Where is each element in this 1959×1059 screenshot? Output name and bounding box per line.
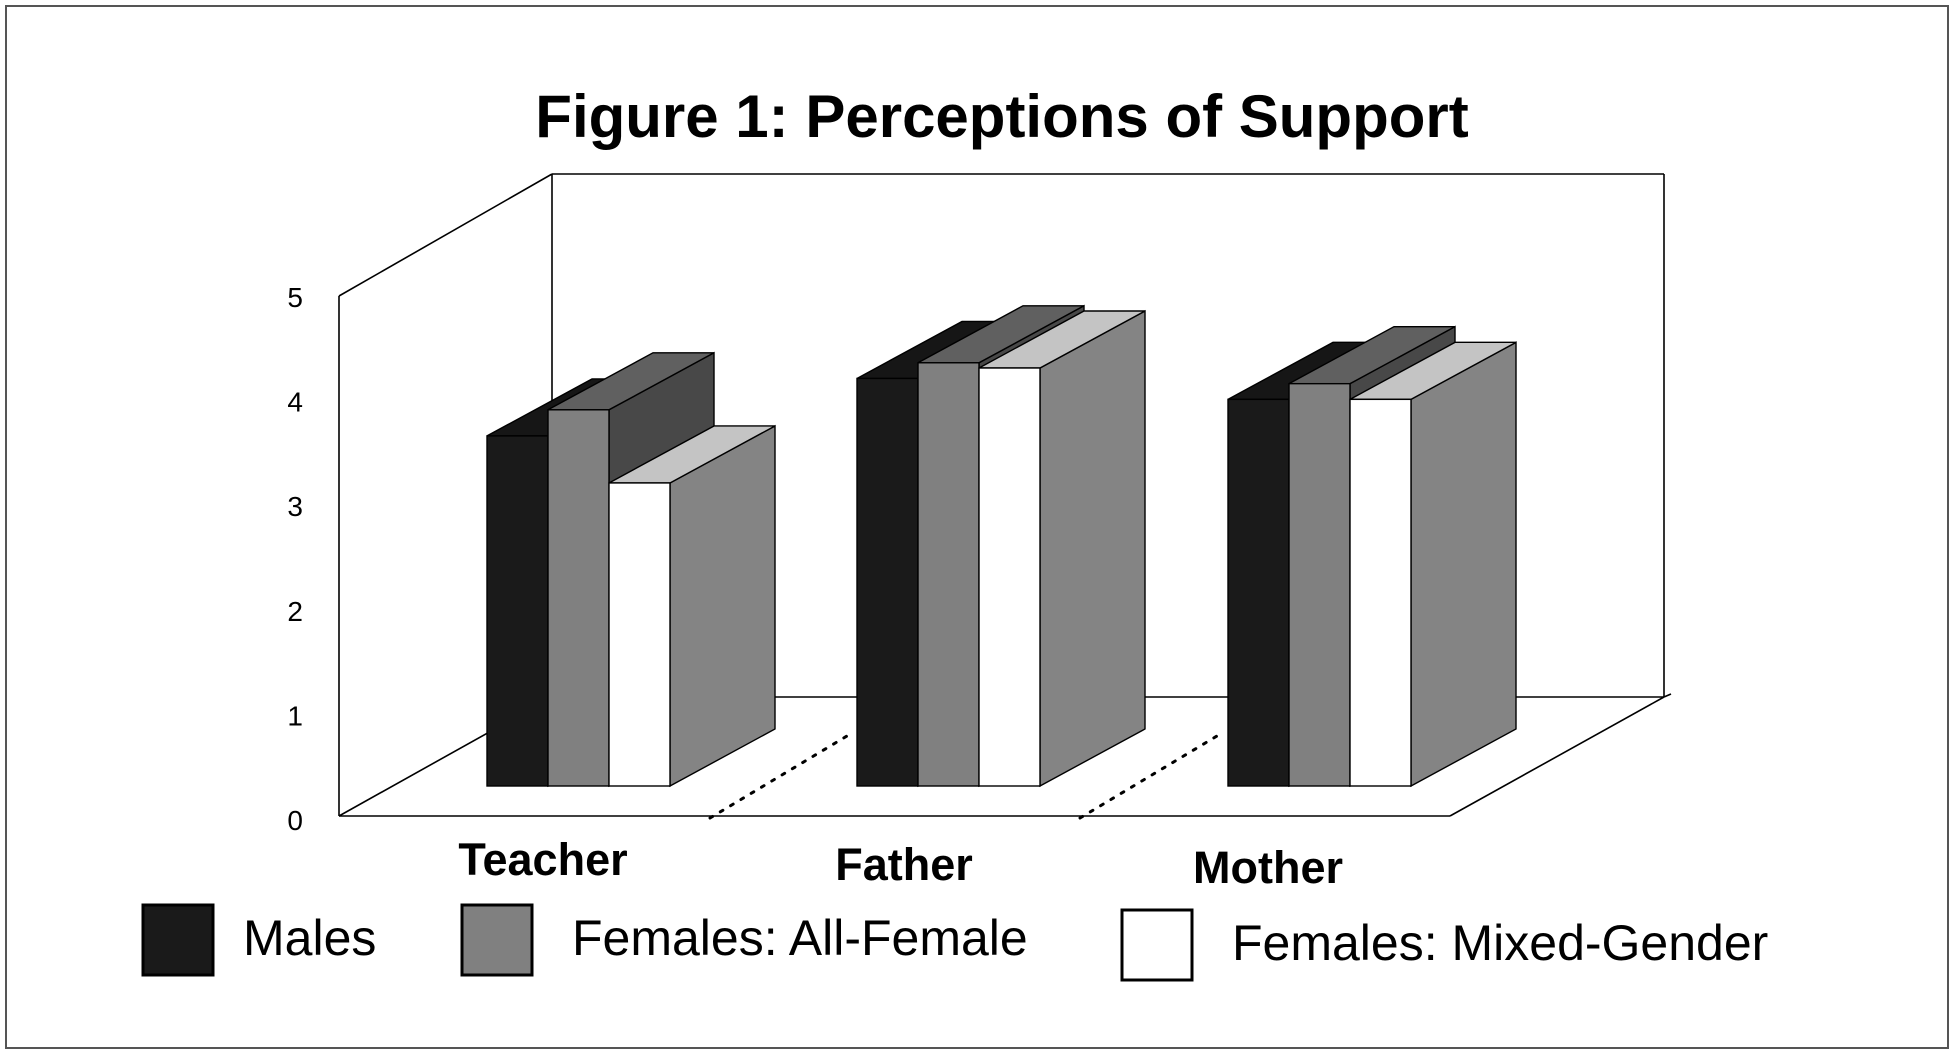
- category-label: Mother: [1193, 842, 1343, 893]
- legend-label: Females: All-Female: [572, 910, 1028, 966]
- y-tick-label: 2: [287, 596, 303, 627]
- bar-side-face: [669, 424, 776, 788]
- bar-front-face: [978, 367, 1041, 787]
- y-tick-label: 3: [287, 491, 303, 522]
- category-label: Teacher: [458, 834, 627, 885]
- legend-label: Females: Mixed-Gender: [1232, 915, 1768, 971]
- bar-front-face: [547, 409, 610, 787]
- category-label: Father: [835, 839, 973, 890]
- y-tick-label: 0: [287, 805, 303, 836]
- bar-front-face: [917, 362, 980, 787]
- bar-front-face: [486, 435, 549, 787]
- legend-swatch: [460, 903, 534, 977]
- bar-side-face: [1410, 341, 1517, 788]
- bar-teacher-series-2: [608, 424, 776, 788]
- y-tick-label: 5: [287, 282, 303, 313]
- chart-title: Figure 1: Perceptions of Support: [535, 83, 1468, 150]
- legend: Males Females: All-Female Females: Mixed-G…: [141, 903, 1768, 982]
- y-tick-label: 1: [287, 700, 303, 731]
- bar-front-face: [1227, 398, 1290, 787]
- bar-mother-series-2: [1349, 341, 1517, 788]
- category-separator: [1078, 731, 1224, 820]
- bar-front-face: [856, 377, 919, 787]
- bar-front-face: [608, 482, 671, 787]
- bar-front-face: [1288, 382, 1351, 787]
- y-tick-label: 4: [287, 387, 303, 418]
- legend-label: Males: [243, 910, 376, 966]
- legend-swatch: [1120, 908, 1194, 982]
- bar-side-face: [1039, 309, 1146, 788]
- bar-father-series-2: [978, 309, 1146, 788]
- bar-front-face: [1349, 398, 1412, 787]
- bars-layer: [486, 304, 1517, 788]
- y-axis-ticks: 0 1 2 3 4 5: [287, 282, 303, 836]
- x-axis-categories: Teacher Father Mother: [458, 834, 1343, 893]
- category-separator: [708, 731, 854, 820]
- legend-swatch: [141, 903, 215, 977]
